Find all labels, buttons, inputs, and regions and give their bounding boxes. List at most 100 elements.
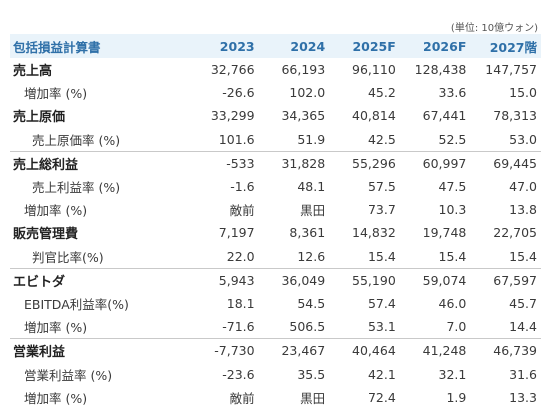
row-label: 売上原価率 (%): [32, 132, 121, 148]
cell: 506.5: [289, 319, 326, 335]
cell: 5,943: [188, 267, 259, 292]
cell: 128,438: [414, 62, 467, 78]
cell: 33,299: [210, 108, 255, 124]
income-statement-table: 包括損益計算書 2023 2024 2025F 2026F 2027階 売上高 …: [10, 34, 541, 409]
cell: -23.6: [222, 366, 255, 382]
row-label: 判官比率(%): [32, 249, 104, 265]
cell: 14.4: [509, 319, 537, 335]
cell: 13.3: [509, 389, 537, 405]
cell: 黒田: [300, 203, 326, 219]
cell: 101.6: [218, 131, 255, 147]
cell: 102.0: [289, 85, 326, 101]
cell: -71.6: [222, 319, 255, 335]
year-header: 2025F: [329, 34, 400, 58]
cell: 53.1: [367, 319, 396, 335]
cell: 147,757: [485, 62, 537, 78]
cell: 敵前: [229, 390, 255, 406]
table-row: 判官比率(%) 22.0 12.6 15.4 15.4 15.4: [10, 245, 541, 269]
cell: 48.1: [297, 179, 326, 195]
cell: 78,313: [493, 108, 537, 124]
cell: 18.1: [226, 295, 255, 311]
row-label: 売上利益率 (%): [32, 180, 121, 196]
row-label: 営業利益: [10, 338, 188, 363]
cell: 40,464: [329, 338, 400, 363]
cell: 41,248: [399, 338, 471, 363]
cell: 45.2: [367, 85, 396, 101]
cell: -7,730: [188, 338, 259, 363]
cell: 32.1: [438, 366, 467, 382]
cell: 69,445: [470, 150, 541, 175]
cell: 96,110: [352, 62, 396, 78]
table-row: 増加率 (%) -71.6 506.5 53.1 7.0 14.4: [10, 315, 541, 339]
row-label: 販売管理費: [13, 227, 79, 243]
table-row: 増加率 (%) -26.6 102.0 45.2 33.6 15.0: [10, 81, 541, 104]
cell: 31.6: [509, 366, 537, 382]
table-title: 包括損益計算書: [10, 34, 188, 58]
cell: 31,828: [258, 150, 330, 175]
table-row: 売上総利益 -533 31,828 55,296 60,997 69,445: [10, 150, 541, 175]
cell: 敵前: [229, 203, 255, 219]
cell: 51.9: [297, 131, 326, 147]
cell: -26.6: [222, 85, 255, 101]
cell: 19,748: [422, 225, 467, 241]
cell: 1.9: [446, 389, 467, 405]
table-row: 売上原価 33,299 34,365 40,814 67,441 78,313: [10, 104, 541, 127]
cell: 72.4: [367, 389, 396, 405]
year-header: 2027階: [470, 34, 541, 58]
row-label: 売上原価: [13, 110, 66, 126]
cell: 15.4: [438, 248, 467, 264]
row-label: 増加率 (%): [24, 320, 88, 336]
cell: 53.0: [509, 131, 537, 147]
cell: 46.0: [438, 295, 467, 311]
cell: 8,361: [289, 225, 326, 241]
cell: 33.6: [438, 85, 467, 101]
cell: 40,814: [352, 108, 396, 124]
cell: 黒田: [300, 390, 326, 406]
cell: 47.5: [438, 179, 467, 195]
row-label: 増加率 (%): [24, 203, 88, 219]
row-label: 売上総利益: [10, 150, 188, 175]
cell: 42.5: [367, 131, 396, 147]
cell: 7.0: [446, 319, 467, 335]
cell: 7,197: [218, 225, 255, 241]
table-row: 営業利益率 (%) -23.6 35.5 42.1 32.1 31.6: [10, 362, 541, 385]
table-row: 営業利益 -7,730 23,467 40,464 41,248 46,739: [10, 338, 541, 363]
table-row: 販売管理費 7,197 8,361 14,832 19,748 22,705: [10, 221, 541, 244]
table-row: 増加率 (%) 敵前 黒田 73.7 10.3 13.8: [10, 198, 541, 221]
row-label: エビトダ: [10, 267, 188, 292]
cell: 35.5: [297, 366, 326, 382]
table-row: 増加率 (%) 敵前 黒田 72.4 1.9 13.3: [10, 386, 541, 409]
year-header: 2026F: [399, 34, 471, 58]
cell: 60,997: [399, 150, 471, 175]
row-label: 営業利益率 (%): [24, 367, 113, 383]
cell: -533: [188, 150, 259, 175]
table-row: EBITDA利益率(%) 18.1 54.5 57.4 46.0 45.7: [10, 292, 541, 315]
cell: 45.7: [509, 295, 537, 311]
cell: 13.8: [509, 202, 537, 218]
cell: 22,705: [493, 225, 537, 241]
table-row: エビトダ 5,943 36,049 55,190 59,074 67,597: [10, 267, 541, 292]
cell: 15.4: [509, 248, 537, 264]
cell: 55,296: [329, 150, 400, 175]
row-label: 売上高: [13, 64, 53, 80]
table-row: 売上利益率 (%) -1.6 48.1 57.5 47.5 47.0: [10, 175, 541, 198]
cell: 73.7: [367, 202, 396, 218]
cell: 55,190: [329, 267, 400, 292]
cell: 42.1: [367, 366, 396, 382]
cell: 59,074: [399, 267, 471, 292]
cell: 22.0: [226, 248, 255, 264]
cell: 15.0: [509, 85, 537, 101]
cell: 52.5: [438, 131, 467, 147]
table-header-row: 包括損益計算書 2023 2024 2025F 2026F 2027階: [10, 34, 541, 58]
row-label: 増加率 (%): [24, 390, 88, 406]
cell: -1.6: [230, 179, 255, 195]
unit-note: (単位: 10億ウォン): [450, 23, 538, 34]
cell: 36,049: [258, 267, 330, 292]
cell: 67,597: [470, 267, 541, 292]
cell: 15.4: [367, 248, 396, 264]
cell: 67,441: [422, 108, 467, 124]
table-row: 売上高 32,766 66,193 96,110 128,438 147,757: [10, 58, 541, 81]
cell: 47.0: [509, 179, 537, 195]
cell: 57.4: [367, 295, 396, 311]
year-header: 2023: [188, 34, 259, 58]
